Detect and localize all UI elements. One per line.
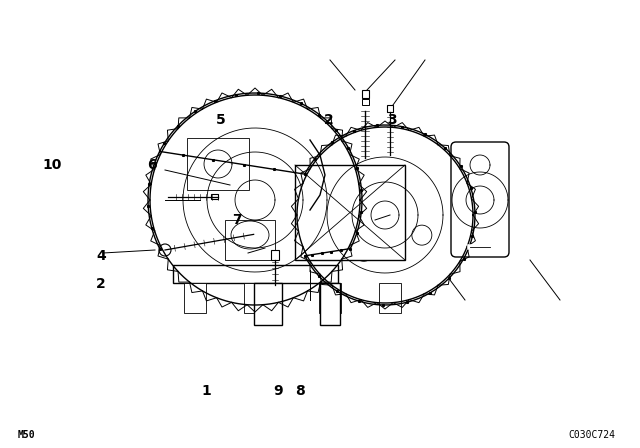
Bar [362,99,369,105]
Bar [225,220,275,260]
Text: 2: 2 [323,113,333,127]
Bar [379,283,401,313]
Text: 2: 2 [96,277,106,292]
Text: 3: 3 [387,113,397,127]
Text: M50: M50 [18,430,36,440]
Bar [362,90,369,98]
Bar [387,105,393,112]
Bar [319,283,341,313]
Text: 10: 10 [43,158,62,172]
Bar [254,283,282,325]
Bar [173,265,338,283]
Text: 1: 1 [201,383,211,398]
FancyBboxPatch shape [451,142,509,257]
Text: 9: 9 [273,383,284,398]
Text: 8: 8 [294,383,305,398]
Bar [244,283,266,313]
Bar [184,283,206,313]
Text: 7: 7 [232,212,242,227]
Bar [271,250,279,260]
Text: 6: 6 [147,158,157,172]
Circle shape [159,244,171,256]
Text: 5: 5 [216,113,226,127]
Bar [320,283,340,325]
Bar [295,165,405,260]
Text: 4: 4 [96,249,106,263]
Text: C030C724: C030C724 [568,430,615,440]
Bar [211,194,218,199]
Bar [187,138,249,190]
